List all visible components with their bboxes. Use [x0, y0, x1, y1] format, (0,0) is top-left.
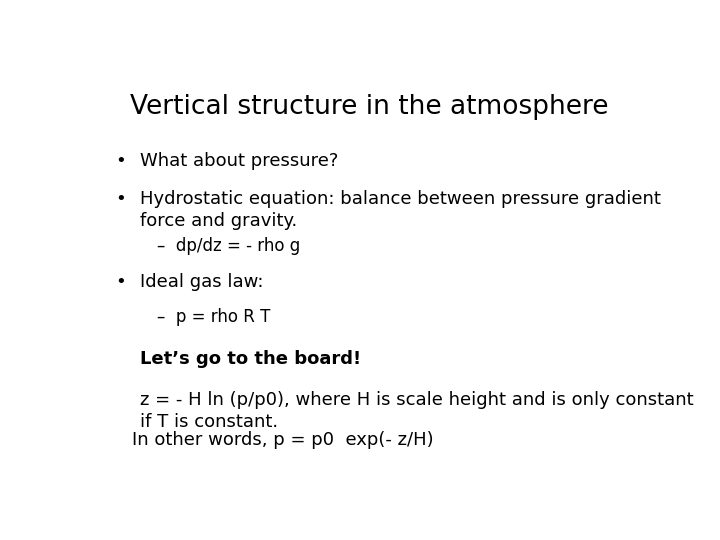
Text: •: •	[115, 273, 126, 291]
Text: Vertical structure in the atmosphere: Vertical structure in the atmosphere	[130, 94, 608, 120]
Text: Let’s go to the board!: Let’s go to the board!	[140, 349, 361, 368]
Text: •: •	[115, 190, 126, 207]
Text: z = - H ln (p/p0), where H is scale height and is only constant
if T is constant: z = - H ln (p/p0), where H is scale heig…	[140, 391, 694, 431]
Text: –  dp/dz = - rho g: – dp/dz = - rho g	[157, 238, 300, 255]
Text: In other words, p = p0  exp(- z/H): In other words, p = p0 exp(- z/H)	[132, 431, 433, 449]
Text: •: •	[115, 152, 126, 170]
Text: –  p = rho R T: – p = rho R T	[157, 308, 270, 326]
Text: Hydrostatic equation: balance between pressure gradient
force and gravity.: Hydrostatic equation: balance between pr…	[140, 190, 661, 230]
Text: What about pressure?: What about pressure?	[140, 152, 338, 170]
Text: Ideal gas law:: Ideal gas law:	[140, 273, 264, 291]
